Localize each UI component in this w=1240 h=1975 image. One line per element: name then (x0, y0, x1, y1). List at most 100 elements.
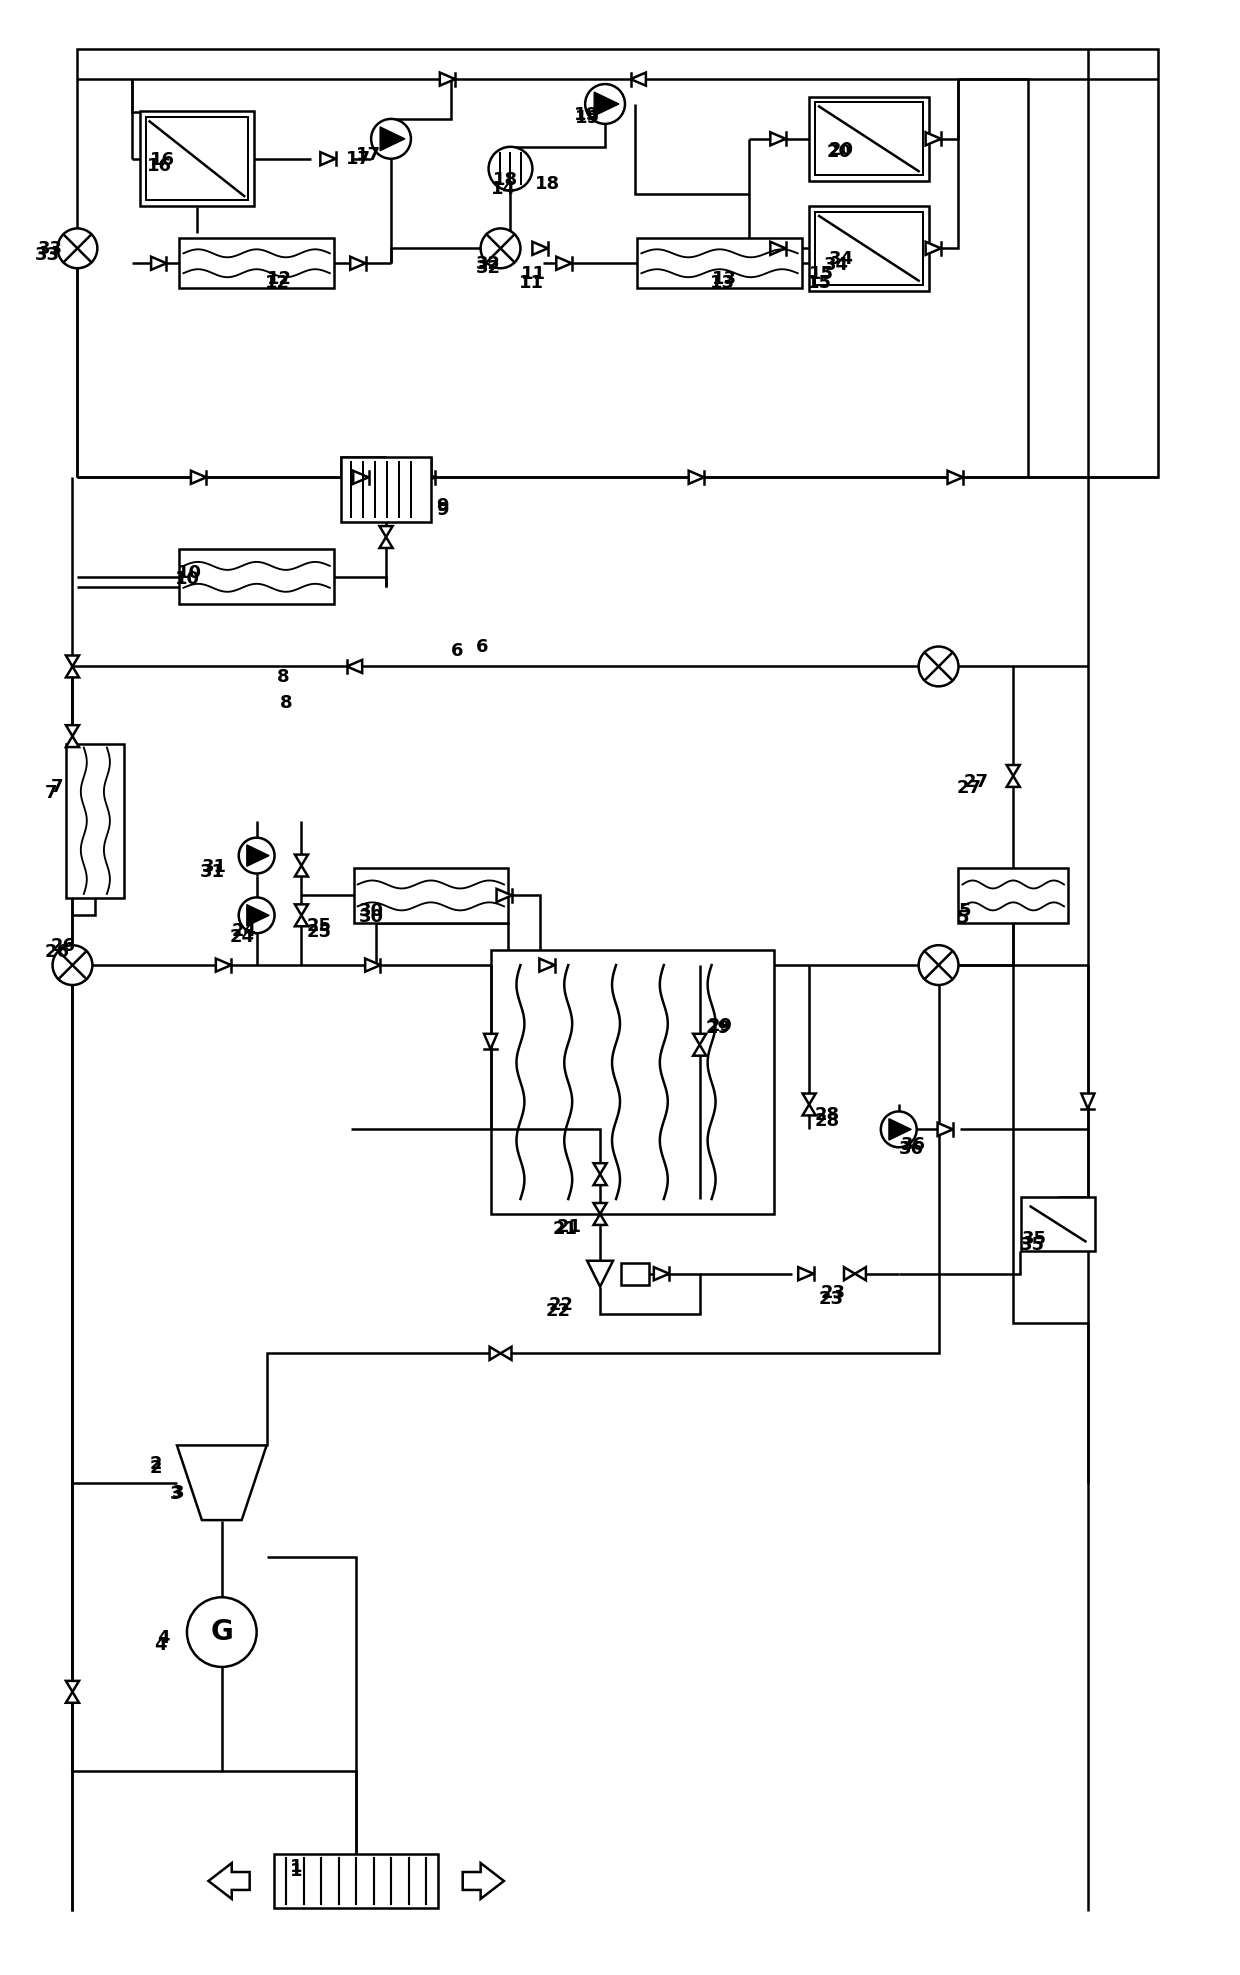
Text: 12: 12 (267, 271, 291, 288)
Text: 5: 5 (959, 903, 971, 920)
Text: 10: 10 (175, 571, 200, 589)
Circle shape (371, 118, 410, 158)
Text: 12: 12 (264, 275, 290, 292)
Polygon shape (557, 257, 572, 271)
Text: 16: 16 (148, 156, 172, 174)
Text: 11: 11 (518, 275, 543, 292)
Polygon shape (1007, 776, 1019, 786)
Polygon shape (350, 257, 366, 271)
Bar (180, 549, 334, 604)
Text: 4: 4 (154, 1635, 166, 1653)
Text: 24: 24 (229, 928, 254, 946)
Polygon shape (1081, 1094, 1095, 1108)
Bar (815, 103, 923, 176)
Bar (145, 117, 248, 199)
Text: 9: 9 (435, 498, 449, 515)
Polygon shape (688, 470, 704, 484)
Text: 1: 1 (289, 1862, 303, 1880)
Text: 26: 26 (51, 938, 76, 956)
Bar (180, 239, 334, 288)
Text: 3: 3 (170, 1485, 182, 1503)
Polygon shape (151, 257, 166, 271)
Text: 2: 2 (150, 1460, 162, 1477)
Circle shape (489, 146, 532, 190)
Polygon shape (844, 1268, 854, 1280)
Text: 8: 8 (279, 695, 293, 713)
Text: 30: 30 (360, 908, 384, 926)
Polygon shape (947, 470, 962, 484)
Polygon shape (247, 905, 269, 926)
Text: 30: 30 (360, 903, 384, 920)
Text: 22: 22 (548, 1296, 573, 1313)
Circle shape (57, 229, 98, 269)
Polygon shape (802, 1104, 816, 1116)
Polygon shape (66, 666, 79, 677)
Polygon shape (594, 1163, 606, 1175)
Polygon shape (925, 241, 941, 255)
Text: 11: 11 (521, 265, 546, 282)
Polygon shape (440, 73, 455, 85)
Text: 35: 35 (1022, 1230, 1048, 1248)
Polygon shape (594, 1203, 606, 1215)
Polygon shape (66, 737, 79, 747)
Polygon shape (889, 1118, 911, 1140)
Text: 33: 33 (35, 247, 60, 265)
Polygon shape (379, 525, 393, 537)
Bar (637, 239, 802, 288)
Polygon shape (208, 1862, 249, 1898)
Polygon shape (216, 958, 231, 972)
Bar (341, 458, 430, 521)
Text: 21: 21 (557, 1219, 582, 1236)
Polygon shape (66, 1681, 79, 1693)
Polygon shape (365, 958, 381, 972)
Polygon shape (496, 889, 512, 903)
Text: 21: 21 (552, 1221, 578, 1238)
Polygon shape (594, 1215, 606, 1224)
Polygon shape (854, 1268, 866, 1280)
Text: 4: 4 (157, 1629, 170, 1647)
Polygon shape (66, 725, 79, 737)
Polygon shape (347, 660, 362, 673)
Circle shape (481, 229, 521, 269)
Circle shape (919, 946, 959, 986)
Polygon shape (295, 855, 308, 865)
Text: 3: 3 (172, 1483, 185, 1501)
Text: 14: 14 (491, 180, 516, 198)
Text: 6: 6 (476, 638, 489, 656)
Text: 5: 5 (956, 908, 968, 928)
Bar (621, 1262, 649, 1284)
Circle shape (880, 1112, 916, 1147)
Polygon shape (594, 1175, 606, 1185)
Polygon shape (66, 1693, 79, 1702)
Text: 19: 19 (574, 107, 599, 124)
Text: 35: 35 (1021, 1236, 1045, 1254)
Text: 16: 16 (150, 150, 175, 168)
Circle shape (919, 646, 959, 687)
Text: 13: 13 (709, 275, 734, 292)
Text: 31: 31 (202, 857, 227, 875)
Text: G: G (211, 1618, 233, 1645)
Polygon shape (631, 73, 646, 85)
Text: 7: 7 (45, 784, 57, 802)
Polygon shape (177, 1446, 267, 1521)
Text: 15: 15 (807, 275, 832, 292)
Polygon shape (532, 241, 548, 255)
Bar (491, 950, 774, 1215)
Polygon shape (381, 126, 405, 150)
Circle shape (239, 837, 274, 873)
Polygon shape (802, 1094, 816, 1104)
Text: 36: 36 (899, 1140, 924, 1157)
Text: 22: 22 (546, 1302, 570, 1319)
Text: 33: 33 (37, 241, 63, 259)
Text: 20: 20 (827, 142, 852, 160)
Polygon shape (379, 537, 393, 547)
Polygon shape (1007, 764, 1019, 776)
Text: 25: 25 (306, 922, 331, 942)
Text: 17: 17 (346, 150, 371, 168)
Polygon shape (693, 1033, 707, 1045)
Polygon shape (693, 1045, 707, 1057)
Text: 7: 7 (51, 778, 63, 796)
Text: 2: 2 (150, 1456, 162, 1473)
Text: 34: 34 (830, 251, 854, 269)
Circle shape (52, 946, 92, 986)
